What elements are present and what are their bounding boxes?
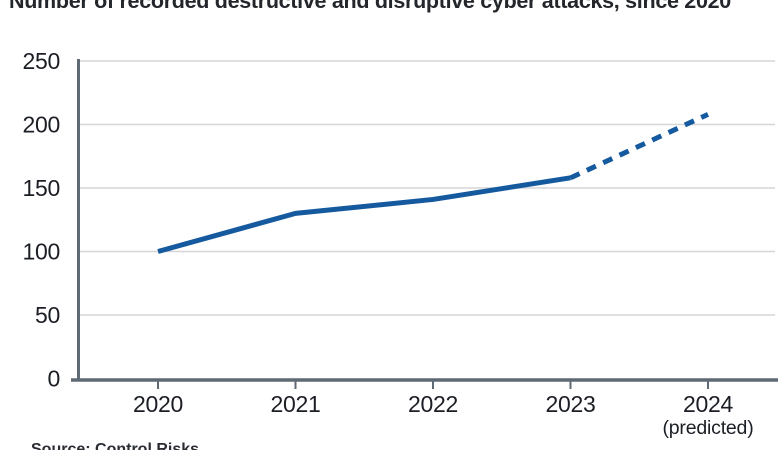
y-axis-label: 200 [23, 112, 60, 138]
series-line-solid [157, 175, 571, 254]
x-axis-note: (predicted) [662, 417, 753, 439]
y-axis-label: 0 [48, 366, 61, 392]
x-axis-label: 2020 [133, 391, 183, 417]
y-axis-label: 50 [35, 302, 60, 328]
x-axis-label: 2021 [271, 391, 321, 417]
source-note: Source: Control Risks [31, 441, 200, 450]
y-axis-label: 100 [23, 239, 60, 265]
x-axis-label: 2023 [546, 391, 596, 417]
series-line-dashed [569, 112, 710, 181]
chart-title: Number of recorded destructive and disru… [9, 0, 731, 13]
y-axis-label: 250 [23, 48, 60, 74]
y-axis-label: 150 [23, 175, 60, 201]
x-axis-label: 2024 [683, 391, 733, 417]
x-axis-label: 2022 [408, 391, 458, 417]
